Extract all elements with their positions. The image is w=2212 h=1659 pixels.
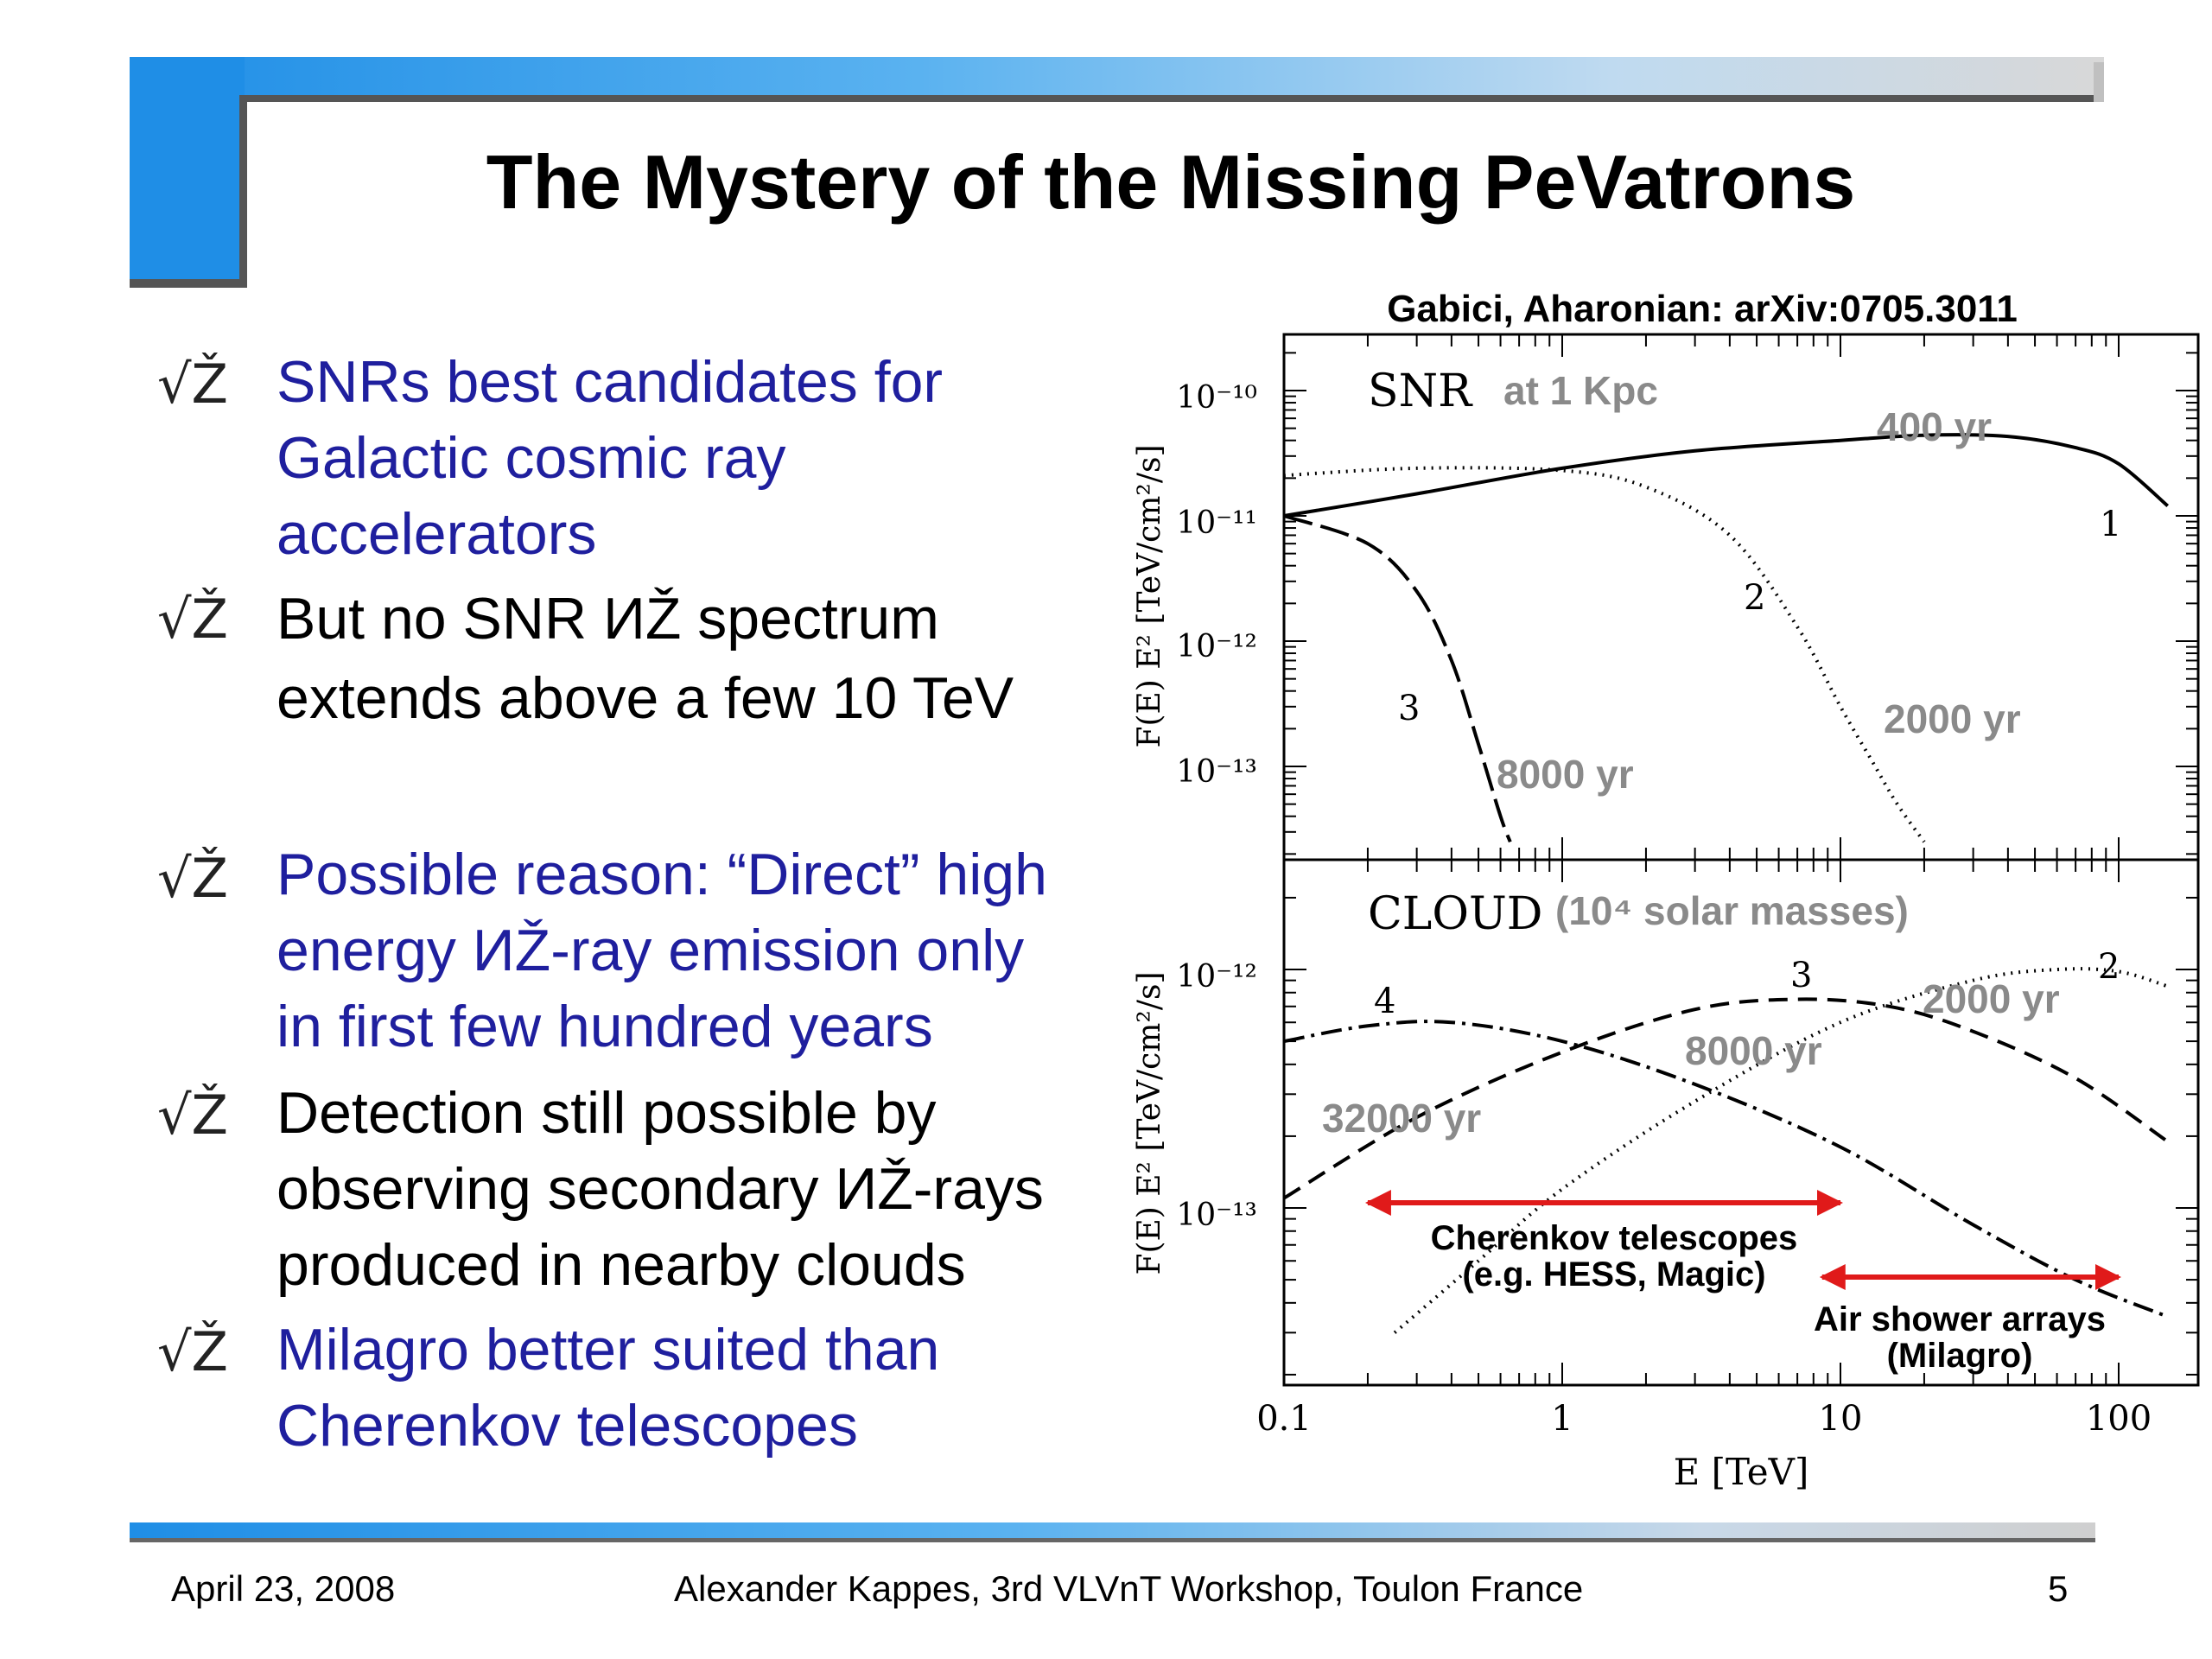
x-tick-label: 100 (2086, 1399, 2152, 1439)
cherenkov-label: Cherenkov telescopes (1431, 1219, 1798, 1257)
header-dark-rule (245, 95, 2104, 102)
cloud-curve-number: 2 (2098, 947, 2120, 987)
curves (1282, 433, 2170, 1334)
figure-citation: Gabici, Aharonian: arXiv:0705.3011 (1387, 288, 2018, 330)
snr-age-label: 8000 yr (1497, 752, 1634, 797)
snr-y-tick-label: 10⁻¹³ (1176, 754, 1257, 790)
snr-curve-number: 1 (2100, 505, 2121, 544)
bullet-marker: √Ž (157, 1084, 228, 1147)
cloud-curve-3 (1282, 997, 2169, 1200)
bullet-line: observing secondary ИŽ-rays (276, 1156, 1044, 1222)
bullet-line: But no SNR ИŽ spectrum (276, 586, 939, 652)
cloud-panel-frame (1282, 858, 2200, 1387)
cloud-y-axis-label: F(E) E² [TeV/cm²/s] (1132, 971, 1167, 1274)
snr-y-axis-label: F(E) E² [TeV/cm²/s] (1132, 444, 1167, 747)
bullet-line: Possible reason: “Direct” high (276, 842, 1047, 907)
bullet-line: produced in nearby clouds (276, 1232, 966, 1298)
snr-y-tick-label: 10⁻¹⁰ (1176, 380, 1257, 416)
snr-age-label: 2000 yr (1884, 696, 2021, 741)
footer-page-number: 5 (2048, 1568, 2069, 1609)
footer-dark-rule (130, 1538, 2095, 1542)
snr-distance-note: at 1 Kpc (1503, 368, 1658, 413)
cloud-age-label: 32000 yr (1322, 1096, 1481, 1141)
cloud-y-tick-label: 10⁻¹³ (1176, 1198, 1257, 1233)
bullet-marker: √Ž (157, 847, 228, 910)
cherenkov-label-sub: (e.g. HESS, Magic) (1462, 1255, 1765, 1294)
snr-panel-label: SNR (1368, 365, 1473, 417)
axis-ticks (1283, 334, 2198, 1385)
cloud-panel-label: CLOUD (1368, 888, 1542, 940)
bullet-5: Milagro better suited than Cherenkov tel… (276, 1312, 1097, 1464)
airshower-label: Air shower arrays (1814, 1300, 2106, 1338)
snr-curve-3 (1283, 514, 1512, 843)
x-tick-label: 10 (1819, 1399, 1863, 1439)
bullet-marker: √Ž (157, 588, 228, 651)
bullet-3: Possible reason: “Direct” high energy ИŽ… (276, 836, 1123, 1065)
bullet-line: energy ИŽ-ray emission only (276, 918, 1025, 983)
cloud-curve-number: 3 (1790, 956, 1812, 995)
bullet-line: SNRs best candidates for (276, 349, 944, 415)
snr-curve-number: 2 (1744, 578, 1765, 618)
x-tick-label: 0.1 (1256, 1399, 1312, 1439)
cloud-age-label: 8000 yr (1685, 1028, 1822, 1073)
snr-age-label: 400 yr (1877, 404, 1992, 449)
bullet-line: extends above a few 10 TeV (276, 665, 1014, 731)
bullet-1: SNRs best candidates for Galactic cosmic… (276, 344, 1097, 572)
bullet-line: Detection still possible by (276, 1080, 937, 1146)
bullet-2: But no SNR ИŽ spectrum extends above a f… (276, 579, 1097, 738)
cloud-curve-4 (1283, 1020, 2169, 1319)
x-axis-label: E [TeV] (1674, 1451, 1809, 1493)
footer-date: April 23, 2008 (171, 1568, 396, 1609)
bullet-line: in first few hundred years (276, 994, 933, 1059)
slide-title: The Mystery of the Missing PeVatrons (486, 139, 1856, 225)
header-square-shadow (130, 279, 247, 288)
bullet-4: Detection still possible by observing se… (276, 1075, 1123, 1303)
header-dark-vertical-rule (239, 95, 247, 288)
snr-y-tick-label: 10⁻¹¹ (1176, 505, 1257, 541)
cloud-curve-number: 4 (1374, 982, 1395, 1021)
cloud-age-label: 2000 yr (1923, 976, 2060, 1021)
bullet-line: Galactic cosmic ray (276, 425, 786, 491)
header-gradient-bar (130, 57, 2104, 95)
cloud-y-tick-label: 10⁻¹² (1176, 959, 1257, 995)
header-bar-end (2094, 62, 2104, 102)
bullet-marker: √Ž (157, 353, 228, 416)
footer-gradient-bar (130, 1522, 2095, 1538)
header-blue-square (130, 57, 245, 279)
bullet-line: Milagro better suited than (276, 1317, 940, 1382)
snr-curve-1 (1283, 433, 2170, 518)
footer-author: Alexander Kappes, 3rd VLVnT Workshop, To… (674, 1568, 1584, 1609)
cloud-mass-note: (10⁴ solar masses) (1555, 888, 1909, 933)
snr-y-tick-label: 10⁻¹² (1176, 629, 1257, 664)
bullet-marker: √Ž (157, 1320, 228, 1383)
x-tick-label: 1 (1551, 1399, 1573, 1439)
bullet-line: Cherenkov telescopes (276, 1393, 858, 1459)
airshower-label-sub: (Milagro) (1887, 1337, 2033, 1375)
snr-curve-number: 3 (1398, 689, 1420, 728)
bullet-line: accelerators (276, 501, 597, 567)
